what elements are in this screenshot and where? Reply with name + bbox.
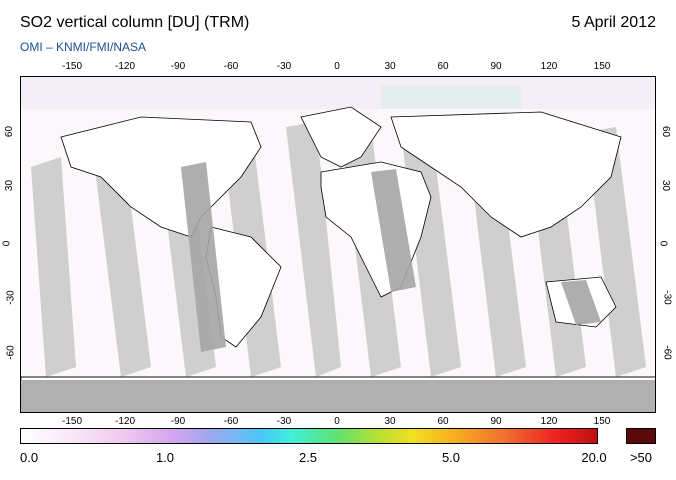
lat-tick-right: -30 [661, 290, 673, 305]
polar-gap [21, 380, 655, 412]
swath-gap [586, 127, 646, 377]
lat-tick-right: 60 [660, 125, 672, 138]
swath-gap-land-part [371, 169, 416, 292]
color-scale-label: 20.0 [581, 450, 607, 465]
swath-gap-land-part [181, 162, 226, 352]
data-credit: OMI – KNMI/FMI/NASA [20, 40, 147, 54]
greenland-north [300, 106, 382, 168]
swath-gap [286, 122, 341, 377]
color-scale-label: 2.5 [298, 450, 318, 465]
lon-tick-top: -150 [61, 61, 83, 72]
arctic-noise-patch [381, 85, 521, 109]
lon-tick-bottom: 30 [384, 416, 396, 427]
lon-tick-top: 0 [334, 61, 340, 72]
lat-tick-left: 30 [4, 179, 16, 192]
lat-tick-right: 0 [657, 240, 669, 247]
lon-tick-bottom: -90 [170, 416, 186, 427]
color-scale-bar [20, 428, 598, 444]
lon-tick-top: 90 [490, 61, 502, 72]
lon-tick-top: 60 [437, 61, 449, 72]
lon-tick-top: -60 [223, 61, 239, 72]
lon-tick-bottom: 60 [437, 416, 449, 427]
world-map-svg [21, 77, 655, 412]
lon-tick-top: -120 [114, 61, 136, 72]
lat-tick-left: 60 [4, 125, 16, 138]
lon-tick-bottom: -60 [223, 416, 239, 427]
lon-tick-bottom: 90 [490, 416, 502, 427]
arctic-noise [21, 77, 655, 109]
lon-tick-top: 150 [593, 61, 611, 72]
lon-tick-top: -90 [170, 61, 186, 72]
lat-tick-left: -60 [5, 345, 17, 360]
color-scale-label: >50 [629, 450, 653, 465]
color-scale-label: 1.0 [155, 450, 175, 465]
asia [390, 111, 622, 238]
so2-map [20, 76, 656, 413]
color-scale-label: 5.0 [441, 450, 461, 465]
lon-tick-bottom: -150 [61, 416, 83, 427]
map-date: 5 April 2012 [571, 14, 656, 31]
swath-gap-land [181, 162, 601, 352]
lon-tick-bottom: -30 [276, 416, 292, 427]
lon-tick-bottom: 120 [540, 416, 558, 427]
swath-gap-land-part [561, 280, 601, 325]
lon-tick-bottom: -120 [114, 416, 136, 427]
color-scale-overflow-box [626, 428, 656, 444]
swath-gap [91, 127, 151, 377]
lat-tick-right: -60 [661, 345, 673, 360]
lon-tick-top: -30 [276, 61, 292, 72]
lat-tick-right: 30 [660, 179, 672, 192]
lat-tick-left: -30 [5, 290, 17, 305]
lat-tick-left: 0 [1, 240, 13, 247]
lon-tick-top: 30 [384, 61, 396, 72]
lon-tick-bottom: 0 [334, 416, 340, 427]
map-title: SO2 vertical column [DU] (TRM) [20, 14, 250, 31]
color-scale-label: 0.0 [20, 450, 39, 465]
lon-tick-bottom: 150 [593, 416, 611, 427]
swath-gap [31, 157, 76, 377]
lon-tick-top: 120 [540, 61, 558, 72]
